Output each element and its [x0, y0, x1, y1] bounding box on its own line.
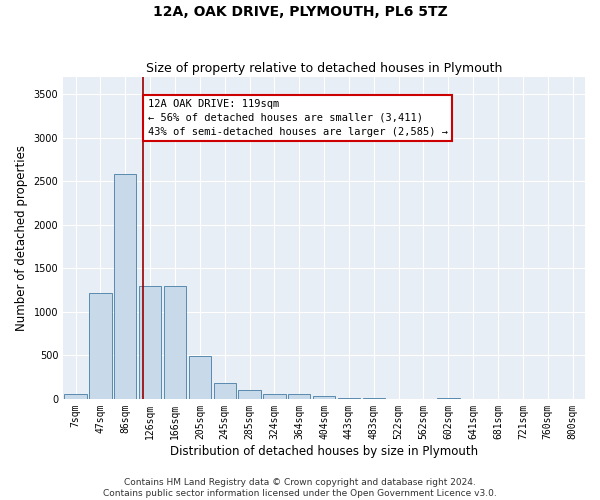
Bar [89, 292, 112, 399]
Bar [214, 382, 236, 399]
Bar [139, 286, 161, 399]
Bar [64, 394, 87, 399]
Bar [437, 398, 460, 399]
Bar [164, 286, 186, 399]
Bar [362, 398, 385, 399]
Bar [288, 394, 310, 399]
Title: Size of property relative to detached houses in Plymouth: Size of property relative to detached ho… [146, 62, 502, 74]
Text: Contains HM Land Registry data © Crown copyright and database right 2024.
Contai: Contains HM Land Registry data © Crown c… [103, 478, 497, 498]
X-axis label: Distribution of detached houses by size in Plymouth: Distribution of detached houses by size … [170, 444, 478, 458]
Y-axis label: Number of detached properties: Number of detached properties [15, 145, 28, 331]
Bar [238, 390, 261, 399]
Text: 12A OAK DRIVE: 119sqm
← 56% of detached houses are smaller (3,411)
43% of semi-d: 12A OAK DRIVE: 119sqm ← 56% of detached … [148, 99, 448, 137]
Bar [263, 394, 286, 399]
Bar [188, 356, 211, 399]
Text: 12A, OAK DRIVE, PLYMOUTH, PL6 5TZ: 12A, OAK DRIVE, PLYMOUTH, PL6 5TZ [152, 5, 448, 19]
Bar [114, 174, 136, 399]
Bar [338, 398, 360, 399]
Bar [313, 396, 335, 399]
